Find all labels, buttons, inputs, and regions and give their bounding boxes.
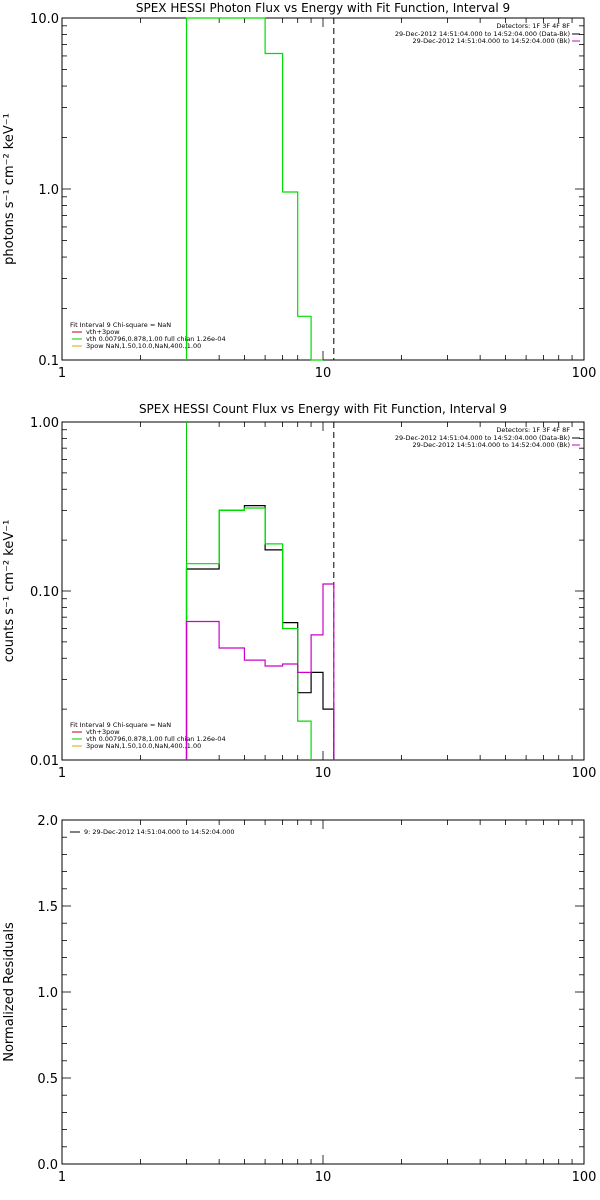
- legend-right-entry: 29-Dec-2012 14:51:04.000 to 14:52:04.000…: [413, 37, 571, 45]
- x-tick-label: 10: [315, 1170, 332, 1185]
- series-line-2: [185, 507, 312, 760]
- series-line-1: [185, 17, 323, 361]
- y-tick-label: 0.01: [30, 754, 59, 769]
- legend-left-entry: vth 0.00796,0.878,1.00 full chian 1.26e-…: [86, 335, 226, 343]
- legend-left-entry: 3pow NaN,1.50,10.0,NaN,400.,1.00: [86, 342, 201, 350]
- legend-right-entry: 29-Dec-2012 14:51:04.000 to 14:52:04.000…: [395, 30, 570, 38]
- chart-title: SPEX HESSI Photon Flux vs Energy with Fi…: [136, 1, 510, 15]
- x-tick-label: 100: [572, 766, 597, 781]
- legend-right-heading: Detectors: 1F 3F 4F 8F: [496, 22, 570, 30]
- y-tick-label: 1.0: [38, 183, 59, 198]
- legend-left-entry: vth+3pow: [86, 328, 120, 336]
- y-tick-label: 0.0: [37, 1158, 58, 1173]
- y-tick-label: 1.0: [37, 986, 58, 1001]
- chart-panel-1: SPEX HESSI Photon Flux vs Energy with Fi…: [2, 1, 596, 381]
- x-tick-label: 100: [572, 366, 597, 381]
- legend-right-heading: Detectors: 1F 3F 4F 8F: [496, 426, 570, 434]
- x-tick-label: 10: [315, 766, 332, 781]
- legend-left-heading: Fit Interval 9 Chi-square = NaN: [70, 721, 171, 729]
- y-tick-label: 2.0: [37, 814, 58, 829]
- y-axis-label: counts s⁻¹ cm⁻² keV⁻¹: [2, 520, 17, 663]
- y-tick-label: 1.5: [37, 900, 58, 915]
- y-axis-label: Normalized Residuals: [2, 922, 17, 1062]
- plot-frame: [61, 819, 585, 1165]
- legend-left-entry: vth+3pow: [86, 728, 120, 736]
- y-tick-label: 1.00: [30, 416, 59, 431]
- x-tick-label: 1: [58, 1170, 66, 1185]
- x-tick-label: 10: [315, 366, 332, 381]
- x-tick-label: 1: [58, 766, 66, 781]
- chart-title: SPEX HESSI Count Flux vs Energy with Fit…: [139, 402, 507, 416]
- y-tick-label: 0.1: [38, 354, 59, 369]
- legend-left-entry: 9: 29-Dec-2012 14:51:04.000 to 14:52:04.…: [84, 828, 235, 836]
- y-tick-label: 0.5: [37, 1072, 58, 1087]
- x-tick-label: 1: [58, 366, 66, 381]
- legend-left-entry: 3pow NaN,1.50,10.0,NaN,400.,1.00: [86, 742, 201, 750]
- y-tick-label: 0.10: [30, 585, 59, 600]
- legend-left-heading: Fit Interval 9 Chi-square = NaN: [70, 321, 171, 329]
- x-tick-label: 100: [572, 1170, 597, 1185]
- legend-right-entry: 29-Dec-2012 14:51:04.000 to 14:52:04.000…: [413, 441, 571, 449]
- series-line-1: [185, 505, 335, 760]
- chart-panel-2: SPEX HESSI Count Flux vs Energy with Fit…: [2, 402, 596, 781]
- y-tick-label: 10.0: [30, 12, 59, 27]
- plot-frame: [61, 17, 585, 361]
- y-axis-label: photons s⁻¹ cm⁻² keV⁻¹: [2, 113, 17, 265]
- legend-left-entry: vth 0.00796,0.878,1.00 full chian 1.26e-…: [86, 735, 226, 743]
- legend-right-entry: 29-Dec-2012 14:51:04.000 to 14:52:04.000…: [395, 434, 570, 442]
- series-line-3: [185, 583, 335, 760]
- chart-panel-3: 1 10 100 0.0 0.5 1.0 1.5 2.0 Normalized Residual…: [2, 814, 596, 1185]
